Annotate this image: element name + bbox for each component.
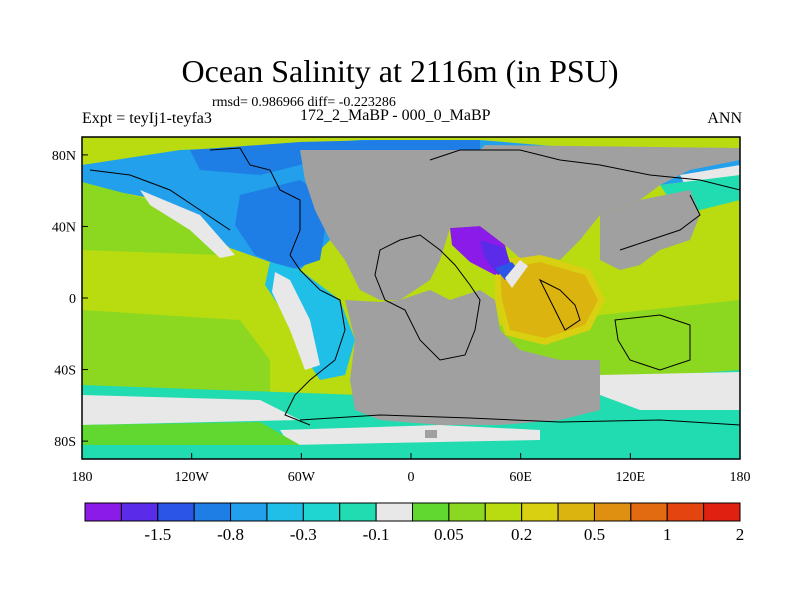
colorbar-swatch xyxy=(375,502,414,522)
colorbar-swatch xyxy=(193,502,232,522)
figure-title: Ocean Salinity at 2116m (in PSU) xyxy=(181,53,619,89)
x-axis-labels: 180 120W 60W 0 60E 120E 180 xyxy=(72,470,751,485)
colorbar-swatch xyxy=(703,502,741,522)
east-asia-coast xyxy=(619,194,701,251)
stats-label: rmsd= 0.986966 diff= -0.223286 xyxy=(212,95,396,110)
colorbar-swatch xyxy=(230,502,268,522)
gondwana-landmass xyxy=(345,290,600,425)
small-island xyxy=(425,430,437,438)
colorbar-swatch xyxy=(412,502,450,522)
southern-white-center xyxy=(280,425,540,445)
coastlines xyxy=(89,147,740,426)
colorbar-swatch xyxy=(557,502,595,522)
colorbar-label: -0.8 xyxy=(217,525,244,544)
season-label: ANN xyxy=(707,110,742,127)
colorbar-swatch xyxy=(157,502,195,522)
eurasia-north-coast xyxy=(429,149,740,191)
colorbar-labels: -1.5 -0.8 -0.3 -0.1 0.05 0.2 0.5 1 2 xyxy=(144,525,744,544)
colorbar-label: -0.3 xyxy=(290,525,317,544)
colorbar-swatch xyxy=(302,502,341,522)
colorbar-swatch xyxy=(630,502,668,522)
colorbar-swatch xyxy=(666,502,705,522)
colorbar-label: 0.5 xyxy=(584,525,605,544)
colorbar-swatch xyxy=(84,502,122,522)
x-tick-label: 120E xyxy=(616,470,646,485)
x-tick-label: 60W xyxy=(288,470,316,485)
y-axis-labels: 80N 40N 0 40S 80S xyxy=(52,149,76,450)
x-tick-label: 120W xyxy=(175,470,210,485)
colorbar-label: 0.2 xyxy=(511,525,532,544)
experiment-label: Expt = teyIj1-teyfa3 xyxy=(82,110,212,127)
colorbar-swatch xyxy=(120,502,159,522)
north-pacific-green xyxy=(82,182,220,255)
x-tick-label: 60E xyxy=(509,470,532,485)
period-label: 172_2_MaBP - 000_0_MaBP xyxy=(300,107,491,124)
colorbar xyxy=(84,502,741,522)
zero-contour-band xyxy=(272,272,320,370)
colorbar-swatch xyxy=(339,502,377,522)
tethys-white-edge xyxy=(505,260,528,288)
africa-coast xyxy=(374,234,481,361)
y-tick-label: 80N xyxy=(52,149,76,164)
tethys-blue xyxy=(495,262,520,280)
x-tick-label: 0 xyxy=(408,470,415,485)
y-tick-label: 40S xyxy=(54,364,76,379)
americas-coast xyxy=(209,147,346,426)
arctic-landmass xyxy=(500,148,740,170)
colorbar-swatch xyxy=(593,502,632,522)
colorbar-swatch xyxy=(484,502,523,522)
colorbar-label: 0.05 xyxy=(434,525,464,544)
axis-ticks xyxy=(81,154,741,459)
colorbar-label: -0.1 xyxy=(363,525,390,544)
southern-white-east xyxy=(600,372,740,410)
southern-green-band xyxy=(82,422,300,445)
north-atlantic-blue xyxy=(235,180,330,270)
southern-white-west xyxy=(82,395,300,425)
colorbar-swatch xyxy=(448,502,486,522)
y-tick-label: 40N xyxy=(52,220,76,235)
australia-coast xyxy=(614,314,691,371)
land-masses xyxy=(300,145,740,438)
colorbar-label: 2 xyxy=(736,525,745,544)
north-pacific-white-band xyxy=(140,190,235,258)
colorbar-swatch xyxy=(521,502,559,522)
laurasia-landmass xyxy=(300,145,740,300)
colorbar-label: -1.5 xyxy=(144,525,171,544)
y-tick-label: 0 xyxy=(69,292,76,307)
east-asia-landmass xyxy=(600,190,700,270)
antarctica-coast xyxy=(299,414,740,426)
y-tick-label: 80S xyxy=(54,435,76,450)
pacific-green-band xyxy=(82,310,270,400)
north-pacific-coast xyxy=(89,169,231,231)
colorbar-swatch xyxy=(266,502,304,522)
india-coast xyxy=(538,278,581,331)
colorbar-label: 1 xyxy=(663,525,672,544)
indian-orange-anomaly xyxy=(500,262,598,338)
map-plot-area xyxy=(82,137,740,459)
x-tick-label: 180 xyxy=(72,470,93,485)
x-tick-label: 180 xyxy=(730,470,751,485)
